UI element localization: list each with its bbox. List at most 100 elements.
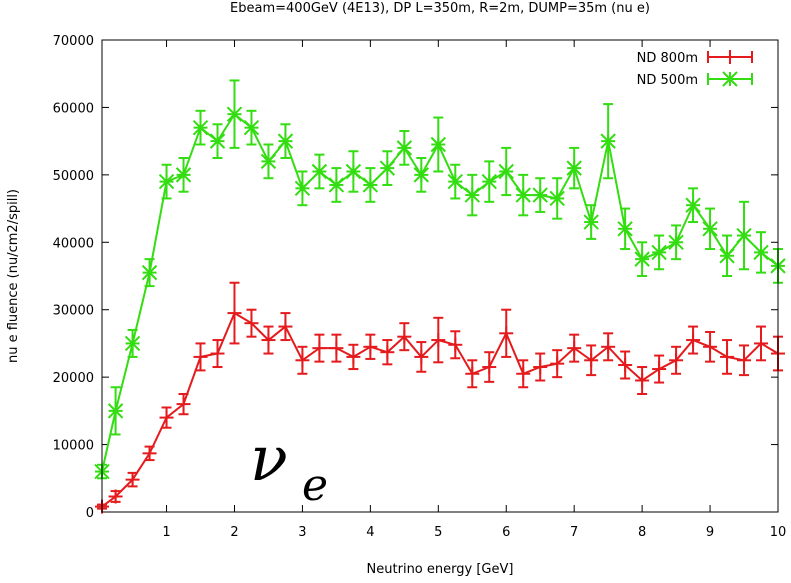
data-point-mark bbox=[141, 264, 158, 281]
series-nd-800m bbox=[95, 281, 785, 514]
data-point bbox=[737, 353, 752, 368]
data-point bbox=[669, 353, 684, 368]
data-point bbox=[635, 373, 650, 388]
y-axis-ticks: 0 10000 20000 30000 40000 50000 60000 70000 bbox=[53, 34, 778, 521]
data-point bbox=[192, 119, 209, 136]
data-point-mark bbox=[260, 153, 277, 170]
y-tick-label: 30000 bbox=[53, 304, 94, 319]
data-point-mark bbox=[311, 163, 328, 180]
data-point bbox=[226, 106, 243, 122]
data-point bbox=[482, 360, 497, 375]
x-tick-label: 6 bbox=[502, 525, 510, 540]
data-point bbox=[210, 346, 225, 361]
data-point-mark bbox=[532, 187, 548, 203]
data-point-mark bbox=[396, 140, 413, 156]
data-point bbox=[430, 136, 447, 153]
data-point bbox=[549, 190, 565, 207]
data-point bbox=[702, 221, 718, 237]
data-point-mark bbox=[600, 133, 616, 149]
data-point-mark bbox=[617, 221, 633, 237]
annotation-symbol: ν bbox=[250, 422, 288, 495]
x-tick-label: 10 bbox=[770, 525, 787, 540]
data-point bbox=[107, 403, 124, 419]
data-point bbox=[397, 329, 412, 344]
data-point bbox=[193, 349, 208, 364]
data-point-mark bbox=[651, 244, 667, 261]
data-point-mark bbox=[634, 251, 650, 267]
data-point bbox=[566, 160, 582, 176]
series-layer bbox=[94, 79, 786, 514]
x-tick-label: 1 bbox=[162, 525, 170, 540]
data-point bbox=[447, 173, 463, 190]
data-point-mark bbox=[413, 167, 430, 183]
data-point bbox=[141, 264, 158, 281]
data-point bbox=[719, 248, 735, 264]
data-point bbox=[736, 227, 752, 244]
data-point bbox=[345, 163, 362, 180]
data-point bbox=[277, 133, 294, 149]
data-point-mark bbox=[753, 244, 769, 261]
y-tick-label: 0 bbox=[86, 506, 94, 521]
data-point bbox=[617, 221, 633, 237]
data-point-mark bbox=[481, 173, 497, 190]
data-point-mark bbox=[328, 177, 345, 193]
data-point-mark bbox=[685, 197, 701, 213]
data-point bbox=[363, 339, 378, 354]
data-point bbox=[175, 167, 192, 183]
data-point bbox=[584, 353, 599, 368]
data-point-mark bbox=[515, 187, 531, 203]
data-point-mark bbox=[447, 173, 463, 190]
data-point bbox=[652, 362, 667, 377]
x-axis-label: Neutrino energy [GeV] bbox=[367, 562, 514, 577]
nu-e-annotation: ν e bbox=[250, 422, 328, 511]
data-point-mark bbox=[243, 119, 260, 136]
data-point bbox=[379, 160, 396, 176]
data-point-mark bbox=[209, 133, 226, 149]
data-point bbox=[414, 349, 429, 364]
legend-item: ND 500m bbox=[637, 71, 753, 88]
y-axis-label: nu e fluence (nu/cm2/spill) bbox=[6, 189, 21, 363]
data-point bbox=[346, 349, 361, 364]
data-point bbox=[550, 356, 565, 371]
data-point-mark bbox=[192, 119, 209, 136]
data-point-mark bbox=[107, 403, 124, 419]
x-tick-label: 3 bbox=[298, 525, 306, 540]
data-point bbox=[311, 163, 328, 180]
y-tick-label: 20000 bbox=[53, 371, 94, 386]
data-point bbox=[243, 119, 260, 136]
data-point bbox=[720, 349, 735, 364]
data-point bbox=[294, 180, 311, 197]
data-point-mark bbox=[719, 248, 735, 264]
data-point-mark bbox=[583, 214, 599, 230]
data-point bbox=[753, 244, 769, 261]
x-tick-label: 7 bbox=[570, 525, 578, 540]
data-point bbox=[260, 153, 277, 170]
x-tick-label: 9 bbox=[706, 525, 714, 540]
chart-title: Ebeam=400GeV (4E13), DP L=350m, R=2m, DU… bbox=[230, 1, 650, 16]
x-tick-label: 8 bbox=[638, 525, 646, 540]
y-tick-label: 10000 bbox=[53, 439, 94, 454]
legend: ND 800m ND 500m bbox=[637, 50, 753, 88]
data-point bbox=[295, 353, 310, 368]
x-tick-label: 5 bbox=[434, 525, 442, 540]
data-point bbox=[124, 335, 141, 352]
data-point bbox=[448, 337, 463, 352]
data-point bbox=[754, 336, 769, 351]
data-point bbox=[278, 319, 293, 334]
data-point-mark bbox=[379, 160, 396, 176]
data-point bbox=[618, 358, 633, 373]
data-point bbox=[498, 163, 514, 180]
data-point bbox=[328, 177, 345, 193]
data-point bbox=[176, 397, 191, 412]
data-point bbox=[159, 410, 174, 425]
data-point-mark bbox=[175, 167, 192, 183]
data-point bbox=[499, 326, 514, 341]
data-point bbox=[583, 214, 599, 230]
legend-item: ND 800m bbox=[637, 50, 753, 66]
data-point-mark bbox=[294, 180, 311, 197]
data-point bbox=[244, 316, 259, 331]
data-point-mark bbox=[345, 163, 362, 180]
data-point bbox=[567, 341, 582, 356]
plot-frame bbox=[101, 39, 779, 513]
